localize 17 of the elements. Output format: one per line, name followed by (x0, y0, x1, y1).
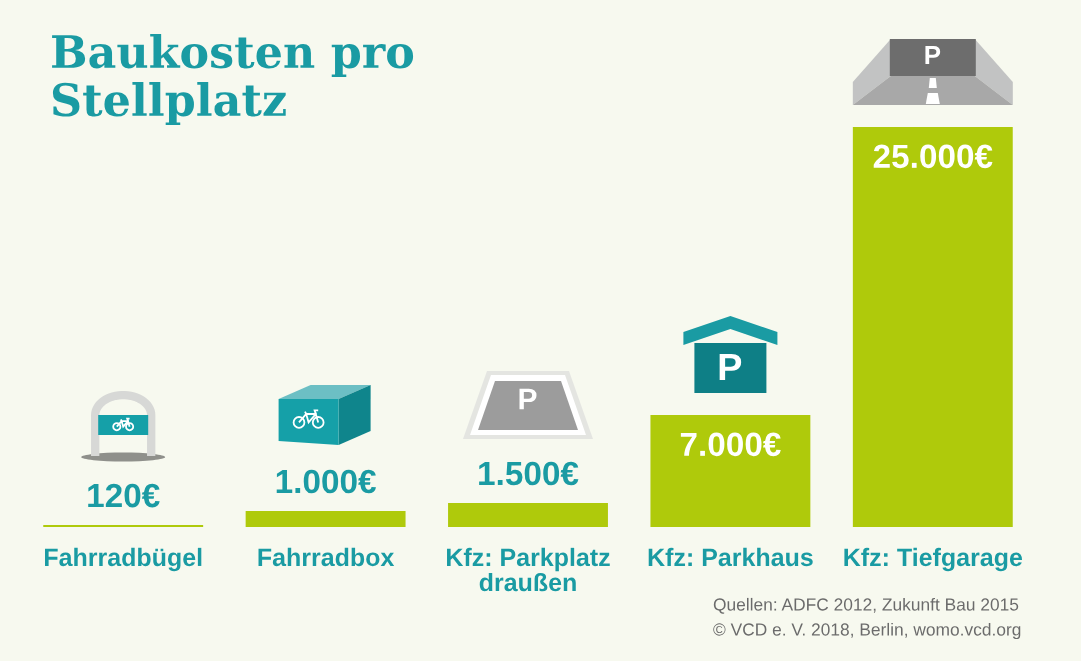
data-label: 25.000€ (873, 144, 993, 169)
x-tick-label: Fahrradbox (258, 547, 395, 567)
data-label: 7.000€ (680, 432, 781, 457)
data-label: 120€ (88, 483, 160, 508)
bar (245, 511, 406, 527)
text: © VCD e. V. 2018, Berlin, womo.vcd.org (713, 622, 1021, 640)
bar (448, 503, 608, 527)
source-note: Quellen: ADFC 2012, Zukunft Bau 2015 (713, 597, 1019, 614)
data-label: 1.500€ (479, 461, 579, 486)
chart-title: Baukosten pro Stellplatz (52, 34, 414, 126)
x-tick-label: Kfz: Tiefgarage (844, 547, 1023, 572)
x-tick-label: Kfz: Parkhaus (648, 547, 813, 567)
bar (650, 415, 811, 527)
bar (852, 127, 1013, 527)
x-tick-label: Fahrradbügel (45, 547, 202, 572)
data-label: 1.000€ (276, 469, 376, 494)
x-tick-label: Kfz: Parkplatz draußen (447, 547, 610, 592)
